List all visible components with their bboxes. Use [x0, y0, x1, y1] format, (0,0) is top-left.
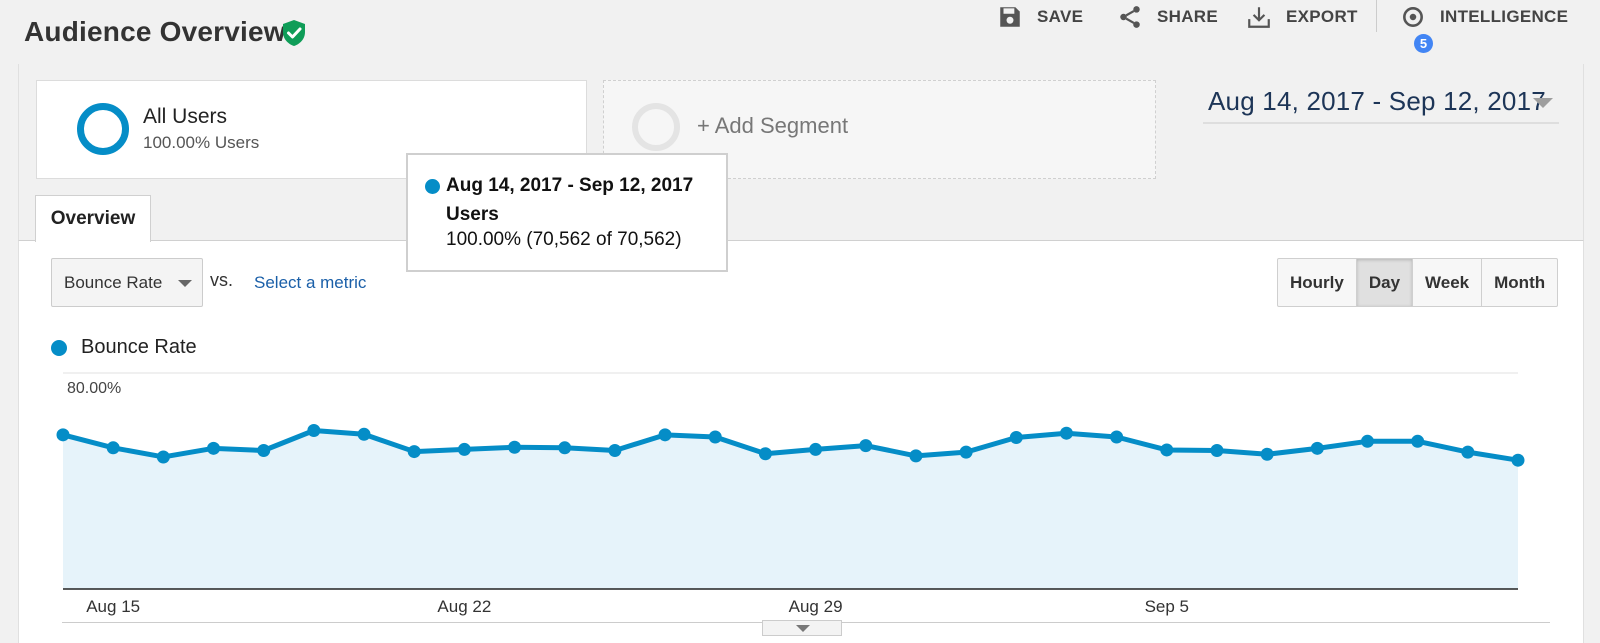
save-button[interactable]: SAVE: [997, 0, 1083, 34]
x-tick-label: Aug 15: [86, 597, 140, 616]
tooltip-marker: [425, 179, 440, 194]
export-label: EXPORT: [1286, 7, 1358, 26]
vs-label: vs.: [210, 270, 234, 290]
data-point: [708, 430, 722, 444]
intelligence-icon: [1403, 7, 1423, 27]
share-icon: [1120, 6, 1140, 28]
data-point: [106, 441, 120, 455]
x-tick-label: Aug 29: [789, 597, 843, 616]
data-point: [558, 441, 572, 455]
page-title: Audience Overview: [24, 16, 286, 47]
export-button[interactable]: EXPORT: [1246, 0, 1358, 34]
data-point: [1210, 443, 1224, 457]
data-point: [1110, 430, 1124, 444]
y-tick-label: 80.00%: [67, 380, 121, 397]
data-point: [758, 447, 772, 461]
data-point: [307, 424, 321, 438]
toolbar-divider: [1376, 0, 1377, 32]
data-point: [1360, 434, 1374, 448]
granularity-month-button[interactable]: Month: [1494, 273, 1546, 292]
legend-marker: [51, 339, 67, 356]
granularity-week-button[interactable]: Week: [1413, 259, 1483, 306]
empty-segment-icon: [632, 103, 680, 151]
date-range-text: Aug 14, 2017 - Sep 12, 2017: [1208, 86, 1546, 116]
save-icon: [1000, 7, 1020, 27]
data-point: [658, 428, 672, 442]
chart-expand-handle[interactable]: [762, 620, 842, 636]
caret-down-icon: [178, 280, 192, 287]
data-point: [407, 445, 421, 459]
select-metric-link[interactable]: Select a metric: [254, 273, 367, 292]
data-point: [1310, 441, 1324, 455]
metric-dropdown-value: Bounce Rate: [64, 273, 163, 292]
segment-tooltip: Aug 14, 2017 - Sep 12, 2017 Users 100.00…: [406, 153, 728, 272]
tooltip-metric: Users: [446, 204, 499, 225]
intelligence-button[interactable]: INTELLIGENCE: [1400, 0, 1568, 34]
data-point: [859, 439, 873, 453]
intelligence-badge: 5: [1414, 34, 1433, 53]
shield-check-icon: [283, 20, 305, 46]
share-button[interactable]: SHARE: [1117, 0, 1218, 34]
x-tick-label: Sep 5: [1145, 597, 1189, 616]
segment-percentage: 100.00% Users: [143, 133, 260, 152]
add-segment-label: + Add Segment: [697, 113, 849, 138]
data-point: [156, 450, 170, 464]
tooltip-date: Aug 14, 2017 - Sep 12, 2017: [446, 175, 694, 196]
save-label: SAVE: [1037, 7, 1084, 26]
data-point: [457, 442, 471, 456]
granularity-day-button[interactable]: Day: [1356, 259, 1414, 306]
intelligence-label: INTELLIGENCE: [1440, 7, 1569, 26]
data-point: [257, 443, 271, 457]
data-point: [1160, 443, 1174, 457]
share-label: SHARE: [1157, 7, 1219, 26]
legend-label: Bounce Rate: [81, 336, 197, 358]
tooltip-value: 100.00% (70,562 of 70,562): [446, 229, 682, 250]
data-point: [508, 440, 522, 454]
segment-name: All Users: [143, 105, 228, 128]
segment-donut-icon: [77, 103, 129, 155]
date-range-picker[interactable]: Aug 14, 2017 - Sep 12, 2017: [1203, 86, 1559, 124]
header-bar: Audience Overview SAVE SHARE EXPORT: [0, 0, 1600, 64]
data-point: [1059, 426, 1073, 440]
data-point: [909, 449, 923, 463]
data-point: [1260, 447, 1274, 461]
data-point: [207, 441, 221, 455]
chart-legend: Bounce Rate: [51, 336, 197, 359]
caret-down-icon: [796, 625, 810, 632]
granularity-hourly-button[interactable]: Hourly: [1278, 259, 1357, 306]
data-point: [608, 443, 622, 457]
data-point: [1009, 431, 1023, 445]
data-point: [959, 445, 973, 459]
download-icon: [1248, 7, 1270, 28]
granularity-toggle: Hourly Day Week Month: [1277, 258, 1559, 307]
data-point: [1461, 445, 1475, 459]
caret-down-icon: [1533, 98, 1553, 108]
tab-overview[interactable]: Overview: [35, 195, 151, 242]
data-point: [809, 442, 823, 456]
area-fill: [63, 430, 1518, 589]
metric-dropdown[interactable]: Bounce Rate: [51, 258, 203, 307]
data-point: [1511, 453, 1525, 467]
data-point: [56, 428, 70, 442]
x-tick-label: Aug 22: [437, 597, 491, 616]
series-line: [62, 428, 1519, 463]
data-point: [357, 427, 371, 441]
data-point: [1411, 434, 1425, 448]
